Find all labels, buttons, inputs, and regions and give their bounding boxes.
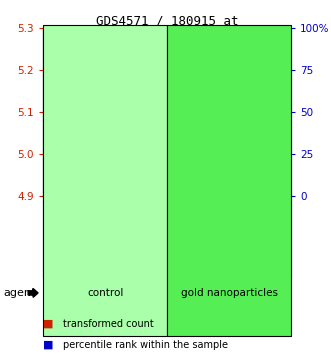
Text: ■: ■: [43, 340, 54, 350]
Bar: [176, 140, 199, 196]
Text: GSM805420: GSM805420: [101, 200, 110, 246]
Bar: [94, 186, 117, 196]
Text: GSM805423: GSM805423: [225, 200, 234, 246]
Bar: [135, 81, 158, 196]
Text: GSM805422: GSM805422: [183, 200, 192, 246]
Title: GDS4571 / 180915_at: GDS4571 / 180915_at: [96, 14, 238, 27]
Text: ■: ■: [43, 319, 54, 329]
Text: gold nanoparticles: gold nanoparticles: [181, 288, 278, 298]
Bar: [218, 127, 241, 196]
Text: GSM805419: GSM805419: [59, 200, 68, 246]
Text: control: control: [87, 288, 123, 298]
Bar: [259, 68, 282, 196]
Text: agent: agent: [3, 288, 36, 298]
Text: percentile rank within the sample: percentile rank within the sample: [63, 340, 228, 350]
Text: GSM805424: GSM805424: [266, 200, 275, 246]
Text: GSM805421: GSM805421: [142, 200, 151, 246]
Text: transformed count: transformed count: [63, 319, 154, 329]
Bar: [52, 154, 75, 196]
